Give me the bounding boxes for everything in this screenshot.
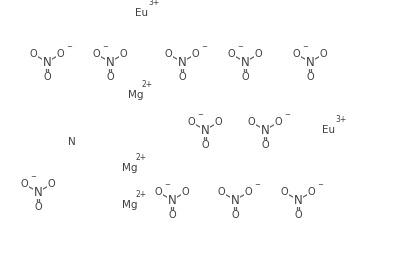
- Text: −: −: [284, 112, 290, 118]
- Text: 2+: 2+: [135, 154, 146, 162]
- Text: Eu: Eu: [135, 8, 148, 18]
- Text: O: O: [34, 203, 42, 213]
- Text: O: O: [306, 73, 314, 83]
- Text: N: N: [34, 186, 42, 199]
- Text: O: O: [188, 117, 195, 127]
- Text: O: O: [320, 49, 327, 59]
- Text: O: O: [43, 73, 51, 83]
- Text: N: N: [241, 55, 249, 69]
- Text: O: O: [192, 49, 199, 59]
- Text: O: O: [30, 49, 37, 59]
- Text: 2+: 2+: [142, 80, 153, 90]
- Text: O: O: [231, 211, 239, 221]
- Text: O: O: [218, 187, 225, 197]
- Text: N: N: [261, 123, 269, 136]
- Text: −: −: [66, 44, 72, 51]
- Text: N: N: [231, 193, 239, 207]
- Text: −: −: [237, 44, 243, 51]
- Text: O: O: [48, 179, 55, 189]
- Text: −: −: [302, 44, 308, 51]
- Text: −: −: [254, 182, 260, 189]
- Text: N: N: [178, 55, 186, 69]
- Text: O: O: [56, 49, 64, 59]
- Text: −: −: [201, 44, 207, 51]
- Text: 2+: 2+: [135, 190, 146, 200]
- Text: −: −: [197, 112, 203, 118]
- Text: Mg: Mg: [122, 200, 137, 210]
- Text: 3+: 3+: [149, 0, 160, 8]
- Text: O: O: [241, 73, 249, 83]
- Text: Eu: Eu: [322, 125, 335, 135]
- Text: O: O: [228, 49, 235, 59]
- Text: O: O: [244, 187, 252, 197]
- Text: O: O: [168, 211, 176, 221]
- Text: Mg: Mg: [128, 90, 144, 100]
- Text: O: O: [294, 211, 302, 221]
- Text: O: O: [165, 49, 172, 59]
- Text: −: −: [102, 44, 108, 51]
- Text: 3+: 3+: [335, 115, 347, 125]
- Text: N: N: [43, 55, 51, 69]
- Text: O: O: [106, 73, 114, 83]
- Text: N: N: [168, 193, 176, 207]
- Text: N: N: [294, 193, 303, 207]
- Text: N: N: [200, 123, 210, 136]
- Text: O: O: [281, 187, 288, 197]
- Text: O: O: [261, 140, 269, 150]
- Text: O: O: [293, 49, 300, 59]
- Text: O: O: [155, 187, 162, 197]
- Text: N: N: [305, 55, 315, 69]
- Text: O: O: [275, 117, 282, 127]
- Text: O: O: [93, 49, 100, 59]
- Text: O: O: [248, 117, 255, 127]
- Text: O: O: [201, 140, 209, 150]
- Text: −: −: [30, 175, 36, 180]
- Text: O: O: [215, 117, 222, 127]
- Text: O: O: [255, 49, 262, 59]
- Text: Mg: Mg: [122, 163, 137, 173]
- Text: O: O: [182, 187, 189, 197]
- Text: −: −: [317, 182, 323, 189]
- Text: −: −: [164, 182, 170, 189]
- Text: O: O: [21, 179, 28, 189]
- Text: N: N: [106, 55, 115, 69]
- Text: O: O: [178, 73, 186, 83]
- Text: O: O: [308, 187, 315, 197]
- Text: O: O: [120, 49, 127, 59]
- Text: N: N: [68, 137, 76, 147]
